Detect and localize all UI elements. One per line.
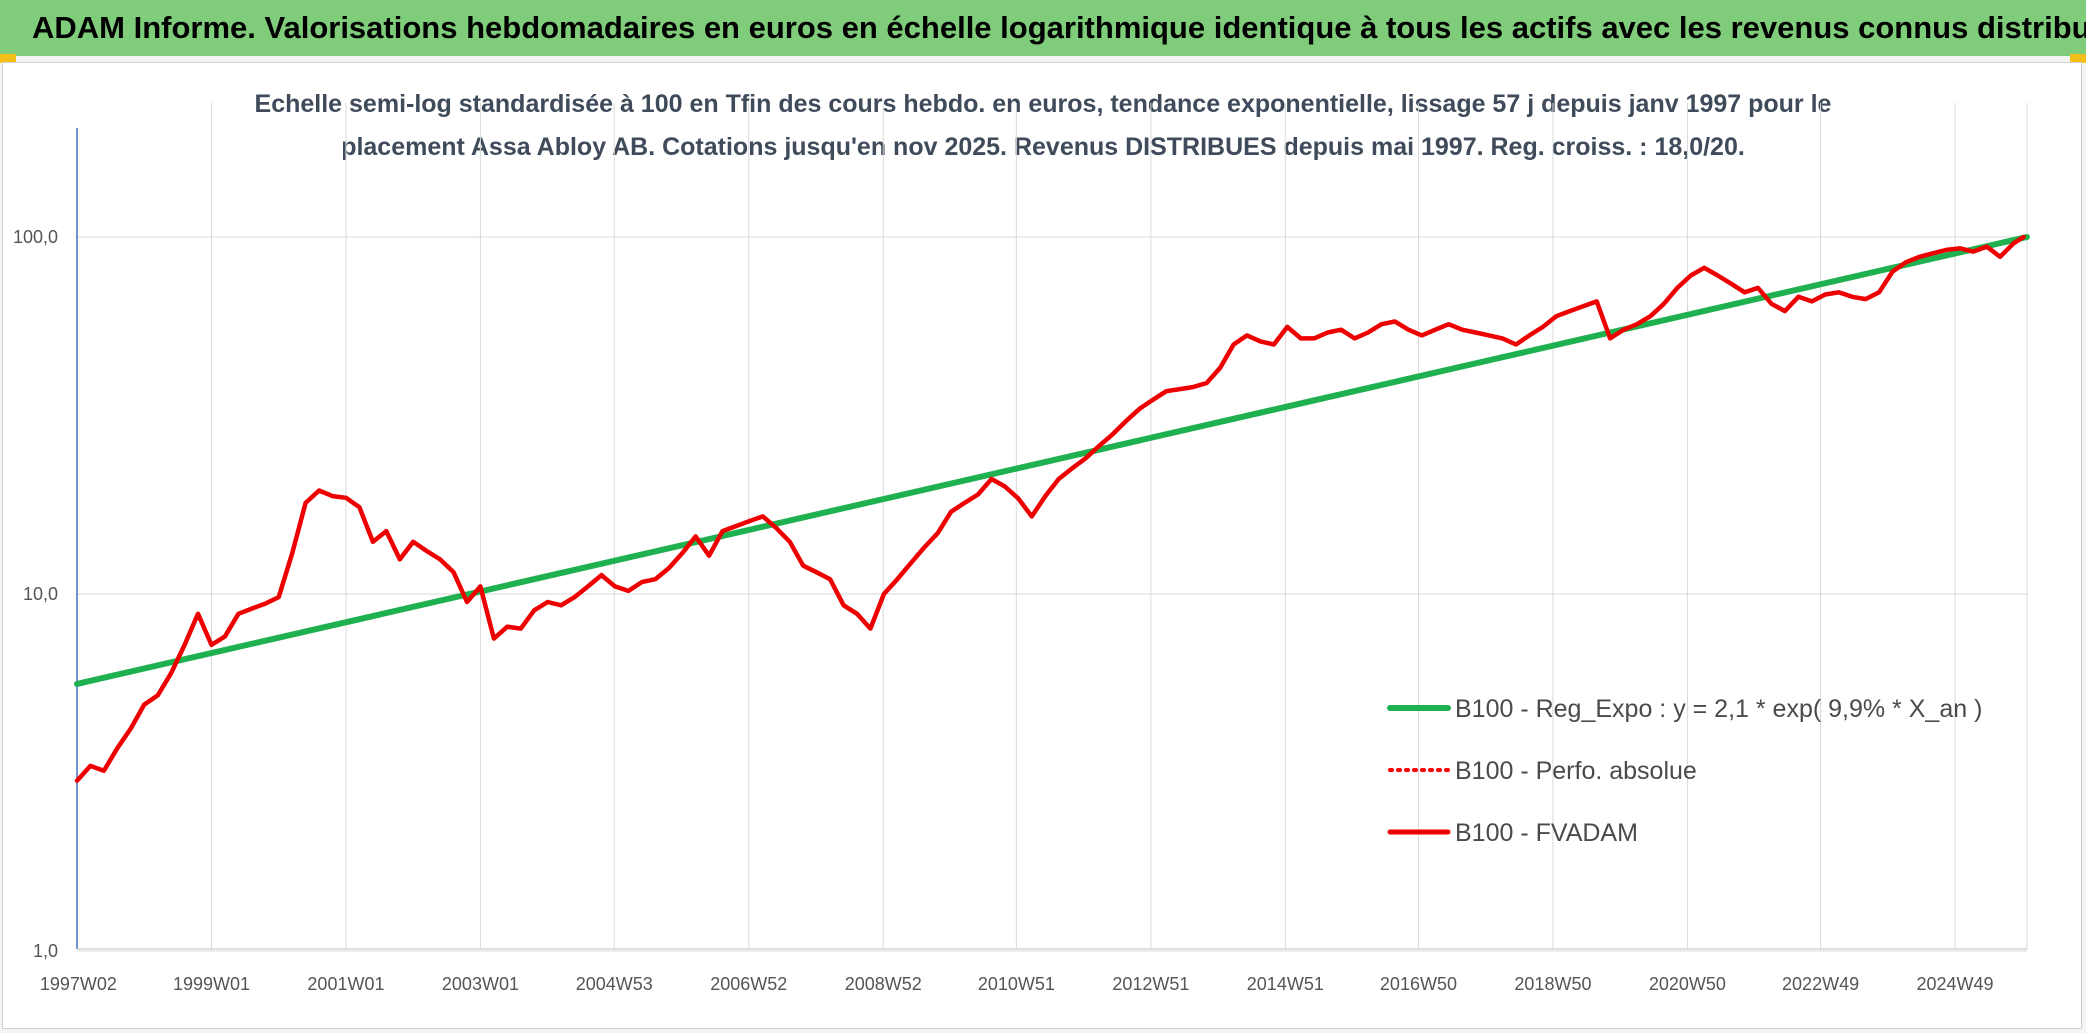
x-tick-label: 2004W53	[576, 974, 653, 994]
corner-marker-right	[2070, 54, 2086, 63]
x-tick-label: 2014W51	[1247, 974, 1324, 994]
x-tick-label: 2001W01	[307, 974, 384, 994]
series-line-regression	[74, 234, 2030, 687]
series-line-fvadam	[74, 234, 2026, 783]
x-tick-label: 2020W50	[1649, 974, 1726, 994]
corner-marker-left	[0, 54, 16, 63]
x-tick-label: 1997W02	[40, 974, 117, 994]
legend-entry-fvadam-label: B100 - FVADAM	[1455, 819, 1638, 847]
legend-entry-perfo-absolue-label: B100 - Perfo. absolue	[1455, 757, 1697, 785]
chart-frame	[2, 62, 2082, 1029]
x-tick-label: 1999W01	[173, 974, 250, 994]
x-tick-label: 2022W49	[1782, 974, 1859, 994]
chart-title-line-1: Echelle semi-log standardisée à 100 en T…	[254, 90, 1832, 118]
report-title: ADAM Informe. Valorisations hebdomadaire…	[32, 10, 2086, 45]
y-tick-label: 10,0	[23, 584, 58, 604]
x-tick-label: 2006W52	[710, 974, 787, 994]
header-bar: ADAM Informe. Valorisations hebdomadaire…	[0, 0, 2086, 56]
x-tick-label: 2016W50	[1380, 974, 1457, 994]
legend-entry-regression-label: B100 - Reg_Expo : y = 2,1 * exp( 9,9% * …	[1455, 695, 1982, 723]
x-tick-label: 2003W01	[442, 974, 519, 994]
chart-title-line-2: placement Assa Abloy AB. Cotations jusqu…	[341, 133, 1745, 161]
x-tick-label: 2024W49	[1917, 974, 1994, 994]
x-tick-label: 2010W51	[978, 974, 1055, 994]
x-tick-label: 2012W51	[1112, 974, 1189, 994]
x-tick-label: 2008W52	[845, 974, 922, 994]
y-tick-label: 100,0	[13, 227, 58, 247]
y-tick-label: 1,0	[33, 941, 58, 961]
x-tick-label: 2018W50	[1514, 974, 1591, 994]
